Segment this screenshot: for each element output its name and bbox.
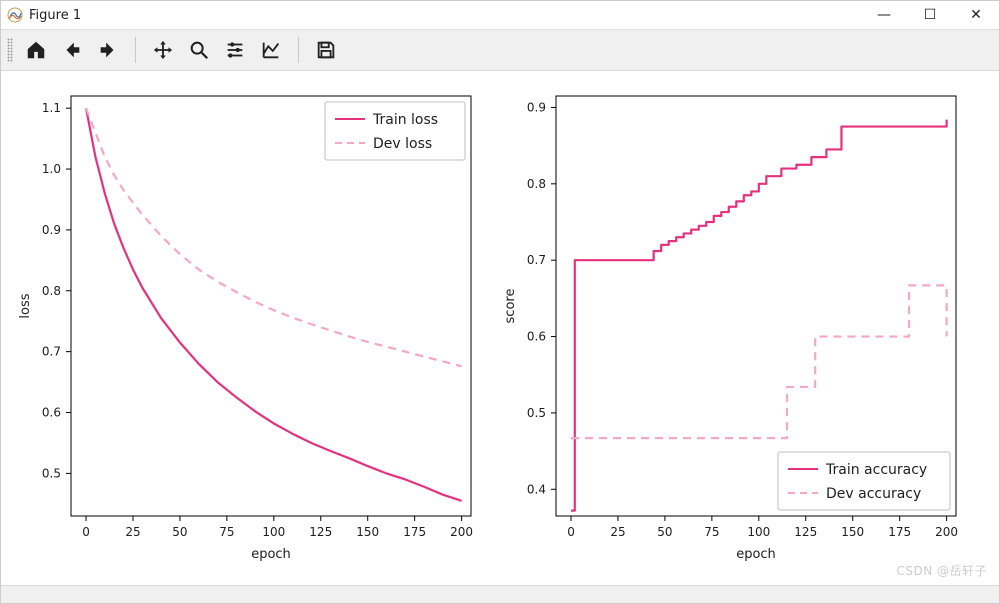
watermark: CSDN @岳轩子 (896, 562, 987, 579)
svg-text:0.5: 0.5 (42, 467, 61, 481)
window-titlebar: Figure 1 — ☐ ✕ (1, 1, 999, 30)
window-controls: — ☐ ✕ (861, 1, 999, 29)
toolbar-separator (135, 37, 136, 63)
svg-text:0.6: 0.6 (527, 330, 546, 344)
svg-text:0: 0 (567, 525, 575, 539)
svg-text:25: 25 (610, 525, 625, 539)
toolbar-handle (7, 38, 13, 62)
svg-text:175: 175 (888, 525, 911, 539)
window-title: Figure 1 (29, 8, 81, 23)
svg-text:epoch: epoch (736, 547, 776, 562)
svg-text:150: 150 (841, 525, 864, 539)
maximize-button[interactable]: ☐ (907, 1, 953, 29)
svg-text:0.7: 0.7 (42, 345, 61, 359)
svg-text:75: 75 (704, 525, 719, 539)
app-icon (7, 7, 23, 23)
configure-subplots-button[interactable] (218, 33, 252, 67)
svg-text:125: 125 (309, 525, 332, 539)
svg-text:100: 100 (747, 525, 770, 539)
svg-text:0.8: 0.8 (42, 284, 61, 298)
svg-text:25: 25 (125, 525, 140, 539)
forward-button[interactable] (91, 33, 125, 67)
pan-button[interactable] (146, 33, 180, 67)
svg-text:Train loss: Train loss (372, 112, 438, 128)
svg-text:1.0: 1.0 (42, 162, 61, 176)
close-button[interactable]: ✕ (953, 1, 999, 29)
edit-axes-button[interactable] (254, 33, 288, 67)
svg-text:Train accuracy: Train accuracy (825, 462, 927, 478)
svg-text:Dev loss: Dev loss (373, 136, 432, 152)
svg-text:200: 200 (450, 525, 473, 539)
svg-text:epoch: epoch (251, 547, 291, 562)
svg-text:0.8: 0.8 (527, 177, 546, 191)
svg-text:50: 50 (657, 525, 672, 539)
home-button[interactable] (19, 33, 53, 67)
svg-text:150: 150 (356, 525, 379, 539)
svg-text:50: 50 (172, 525, 187, 539)
svg-text:0.4: 0.4 (527, 483, 546, 497)
svg-text:175: 175 (403, 525, 426, 539)
svg-text:100: 100 (262, 525, 285, 539)
save-button[interactable] (309, 33, 343, 67)
svg-text:0.7: 0.7 (527, 254, 546, 268)
figure-svg: 0 25 50 75 100 125 150 175 200 0.5 0.6 0.7 0.8 0.9 1.0… (1, 71, 999, 581)
figure-canvas[interactable]: 0 25 50 75 100 125 150 175 200 0.5 0.6 0.7 0.8 0.9 1.0… (1, 71, 999, 585)
svg-text:75: 75 (219, 525, 234, 539)
svg-text:0.6: 0.6 (42, 406, 61, 420)
svg-text:loss: loss (18, 294, 33, 319)
svg-text:0.9: 0.9 (527, 101, 546, 115)
svg-text:1.1: 1.1 (42, 102, 61, 116)
minimize-button[interactable]: — (861, 1, 907, 29)
svg-text:score: score (503, 289, 518, 324)
toolbar-separator (298, 37, 299, 63)
matplotlib-toolbar (1, 30, 999, 71)
back-button[interactable] (55, 33, 89, 67)
svg-text:0.9: 0.9 (42, 223, 61, 237)
zoom-button[interactable] (182, 33, 216, 67)
svg-text:200: 200 (935, 525, 958, 539)
status-bar (1, 585, 999, 603)
svg-text:Dev accuracy: Dev accuracy (826, 486, 921, 502)
svg-text:0.5: 0.5 (527, 406, 546, 420)
svg-text:0: 0 (82, 525, 90, 539)
svg-text:125: 125 (794, 525, 817, 539)
